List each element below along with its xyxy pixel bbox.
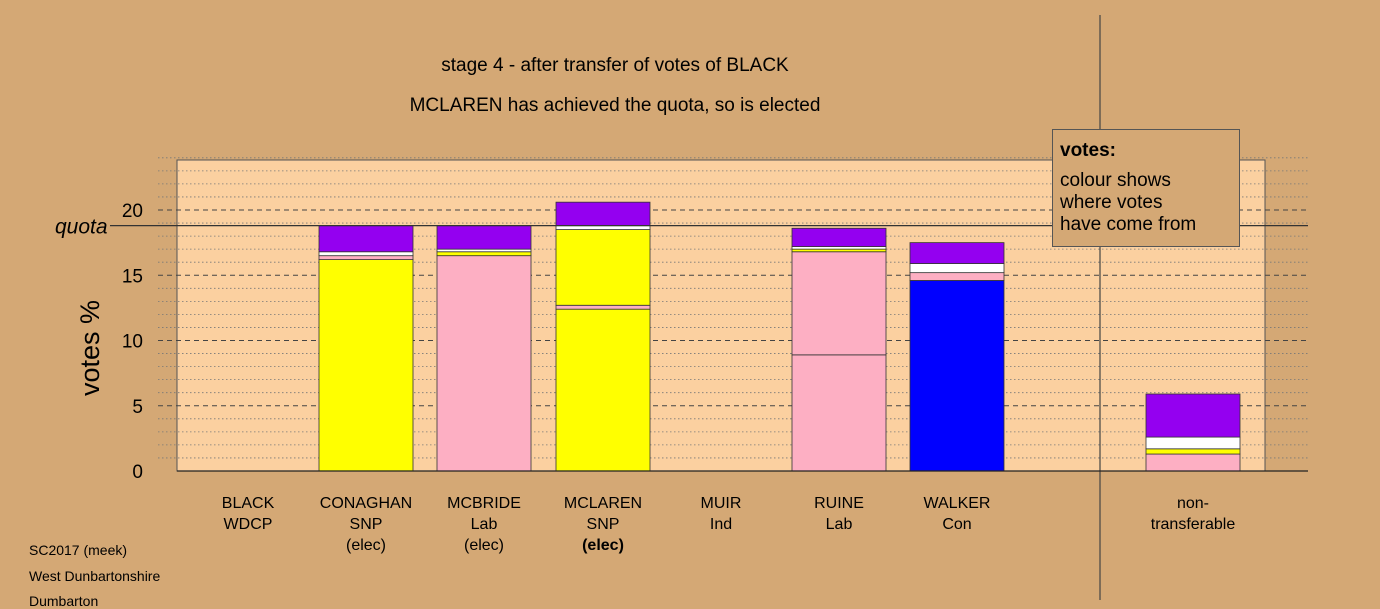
- bar-segment: [436, 255, 532, 472]
- footer-method: SC2017 (meek): [29, 542, 128, 558]
- y-tick-label: 0: [132, 462, 143, 483]
- bar-segment: [1145, 453, 1241, 472]
- bar-segment: [436, 225, 532, 250]
- bar-segment: [1145, 436, 1241, 450]
- chart-title: stage 4 - after transfer of votes of BLA…: [441, 55, 789, 76]
- bar-segment: [436, 251, 532, 257]
- x-category-label: (elec): [582, 537, 624, 554]
- footer-council: West Dunbartonshire: [29, 568, 161, 584]
- x-category-label: Lab: [471, 516, 498, 533]
- y-tick-label: 20: [122, 201, 143, 222]
- legend: votes: colour shows where votes have com…: [1052, 129, 1240, 247]
- x-category-label: Ind: [710, 516, 732, 533]
- quota-label: quota: [55, 216, 108, 239]
- x-category-label: Lab: [826, 516, 853, 533]
- bar-segment: [555, 201, 651, 227]
- y-tick-label: 15: [122, 266, 143, 287]
- x-category-label: SNP: [350, 516, 383, 533]
- bar-segment: [318, 255, 414, 260]
- x-category-label: MCBRIDE: [447, 495, 521, 512]
- x-category-label: MCLAREN: [564, 495, 642, 512]
- bar-segment: [318, 225, 414, 253]
- bar-segment: [909, 280, 1005, 472]
- y-tick-label: 5: [132, 397, 143, 418]
- x-category-label: non-: [1177, 495, 1209, 512]
- x-category-label: MUIR: [701, 495, 742, 512]
- x-category-label: CONAGHAN: [320, 495, 412, 512]
- x-category-label: transferable: [1151, 516, 1236, 533]
- x-category-label: RUINE: [814, 495, 864, 512]
- bar-segment: [909, 242, 1005, 264]
- x-category-label: WDCP: [224, 516, 273, 533]
- footer-ward: Dumbarton: [29, 593, 99, 609]
- bar-segment: [555, 308, 651, 472]
- bar-segment: [1145, 393, 1241, 438]
- bar-segment: [909, 272, 1005, 281]
- bar-segment: [1145, 448, 1241, 455]
- bar-segment: [791, 227, 887, 247]
- x-category-label: WALKER: [924, 495, 991, 512]
- bar-segment: [909, 263, 1005, 274]
- bar-segment: [318, 259, 414, 472]
- bar-segment: [555, 229, 651, 306]
- bar-segment: [791, 354, 887, 472]
- x-category-label: (elec): [464, 537, 504, 554]
- x-category-label: (elec): [346, 537, 386, 554]
- y-axis-label: votes %: [75, 300, 105, 396]
- x-category-label: BLACK: [222, 495, 275, 512]
- legend-line: where votes: [1060, 192, 1163, 213]
- y-tick-label: 10: [122, 332, 143, 353]
- bar-segment: [318, 251, 414, 257]
- bar-segment: [555, 304, 651, 310]
- chart-subtitle: MCLAREN has achieved the quota, so is el…: [409, 95, 821, 116]
- legend-line: colour shows: [1060, 170, 1171, 191]
- x-category-label: SNP: [587, 516, 620, 533]
- legend-heading: votes:: [1060, 140, 1116, 161]
- x-category-label: Con: [942, 516, 971, 533]
- bar-segment: [791, 251, 887, 356]
- legend-line: have come from: [1060, 214, 1197, 235]
